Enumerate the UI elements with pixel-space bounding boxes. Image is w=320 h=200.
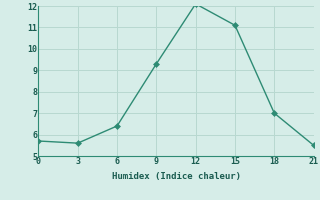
X-axis label: Humidex (Indice chaleur): Humidex (Indice chaleur) xyxy=(111,172,241,181)
